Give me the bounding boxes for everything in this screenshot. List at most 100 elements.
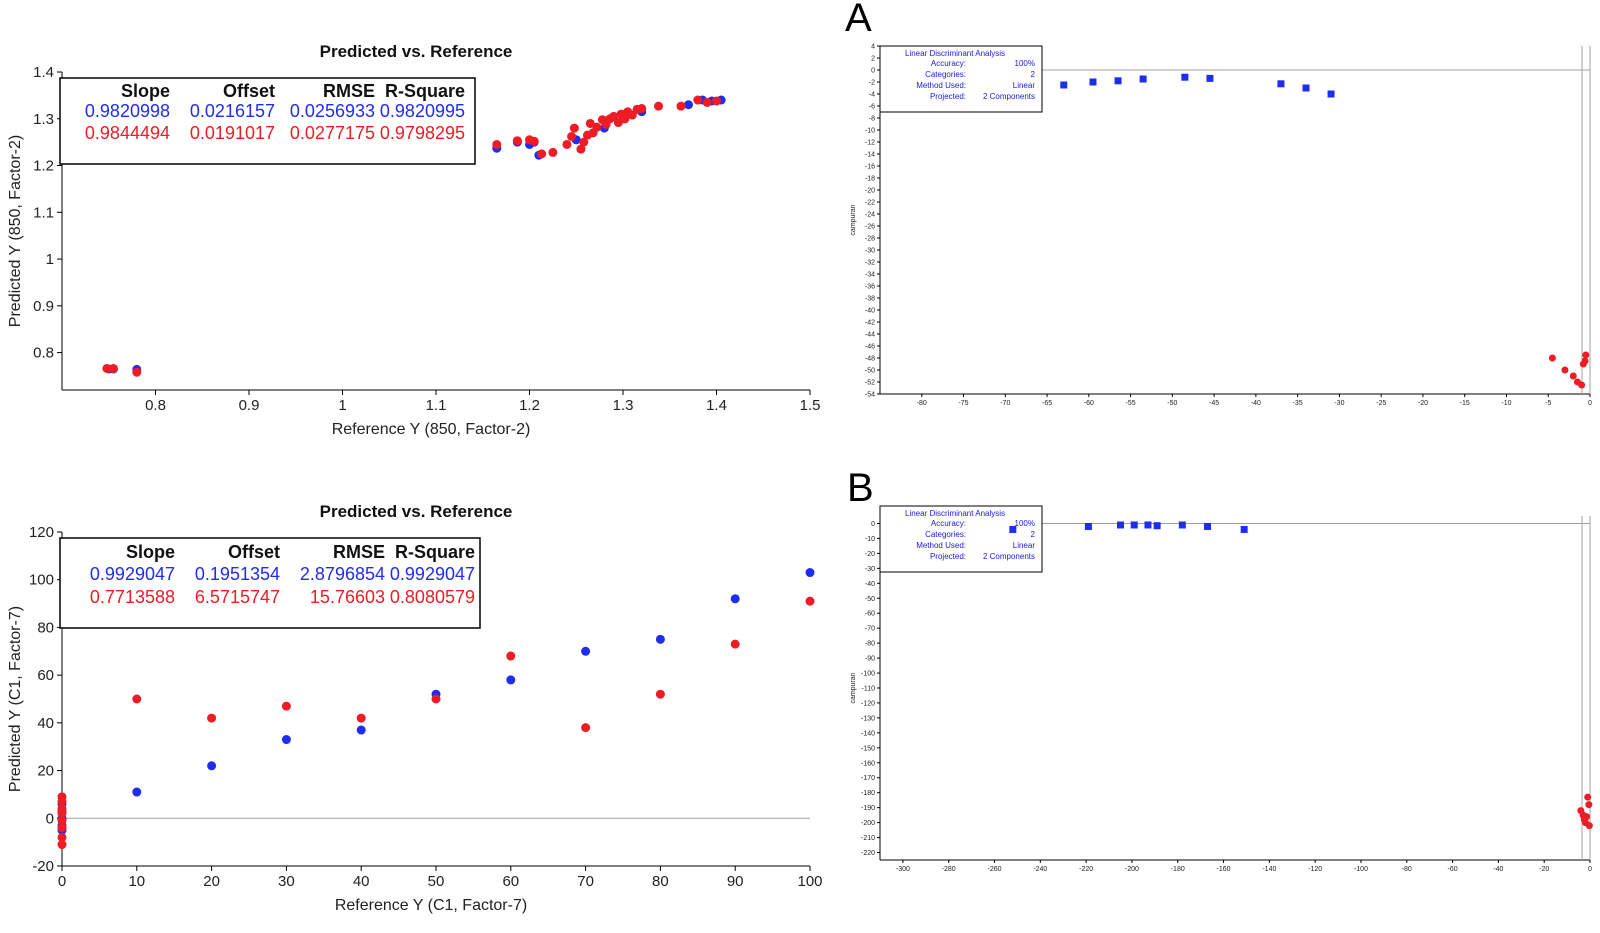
b-red-point — [1585, 801, 1593, 809]
b-lda-legend-key: Projected: — [930, 552, 966, 561]
bl-stats-header: Slope — [126, 542, 175, 562]
tl-x-tick-label: 0.8 — [145, 397, 166, 414]
bl-red-point — [57, 816, 67, 826]
bl-stats-value: 2.8796854 — [300, 564, 385, 584]
tl-x-axis-label: Reference Y (850, Factor-2) — [332, 421, 531, 438]
a-y-tick-label: -36 — [865, 284, 875, 291]
panel-label-b: B — [847, 466, 874, 510]
tl-stats-value: 0.9844494 — [85, 123, 170, 143]
tl-red-point — [529, 136, 539, 146]
tl-red-point — [693, 95, 703, 105]
tl-stats-box — [59, 77, 476, 165]
a-y-tick-label: -8 — [869, 116, 875, 123]
a-x-tick-label: -55 — [1126, 400, 1136, 407]
bl-x-tick-label: 0 — [58, 873, 66, 890]
bl-stats-value: 0.8080579 — [390, 587, 475, 607]
bl-red-point — [431, 694, 441, 704]
b-red-point — [1583, 813, 1591, 821]
bl-y-axis-label: Predicted Y (C1, Factor-7) — [7, 606, 24, 792]
tl-stats-value: 0.9820995 — [380, 101, 465, 121]
tl-stats-value: 0.9820998 — [85, 101, 170, 121]
a-y-tick-label: -52 — [865, 380, 875, 387]
b-y-tick-label: -200 — [861, 820, 875, 827]
tl-x-tick-label: 1.5 — [800, 397, 821, 414]
a-y-tick-label: -10 — [865, 128, 875, 135]
b-y-tick-label: -120 — [861, 700, 875, 707]
a-lda-legend-key: Categories: — [925, 70, 966, 79]
bl-y-tick-label: 40 — [37, 715, 54, 732]
tl-x-tick-label: 1.3 — [613, 397, 634, 414]
tl-red-point — [492, 139, 502, 149]
bl-blue-point — [281, 735, 291, 745]
bl-stats-value: 6.5715747 — [195, 587, 280, 607]
b-x-tick-label: -80 — [1402, 866, 1412, 873]
bl-red-point — [281, 701, 291, 711]
b-x-tick-label: -200 — [1125, 866, 1139, 873]
b-y-tick-label: -180 — [861, 790, 875, 797]
a-y-tick-label: -44 — [865, 332, 875, 339]
b-x-tick-label: -240 — [1033, 866, 1047, 873]
b-y-tick-label: -50 — [865, 596, 875, 603]
bl-x-tick-label: 70 — [577, 873, 594, 890]
bl-stats-value: 0.9929047 — [90, 564, 175, 584]
tl-y-tick-label: 1.3 — [33, 111, 54, 128]
a-y-tick-label: -16 — [865, 164, 875, 171]
bl-y-tick-label: 0 — [46, 810, 54, 827]
tl-red-point — [676, 101, 686, 111]
bl-y-tick-label: 120 — [29, 524, 54, 541]
tl-red-point — [108, 363, 118, 373]
a-y-tick-label: -46 — [865, 344, 875, 351]
a-blue-point — [1302, 84, 1310, 92]
b-y-tick-label: -20 — [865, 551, 875, 558]
b-x-tick-label: -60 — [1448, 866, 1458, 873]
bl-stats-value: 0.7713588 — [90, 587, 175, 607]
tl-red-point — [562, 139, 572, 149]
b-y-tick-label: -110 — [862, 686, 876, 693]
bl-x-tick-label: 90 — [727, 873, 744, 890]
tl-red-point — [512, 136, 522, 146]
b-lda-legend-key: Accuracy: — [931, 519, 966, 528]
tl-stats-header: R-Square — [385, 81, 465, 101]
tl-red-point — [609, 111, 619, 121]
a-x-tick-label: -45 — [1209, 400, 1219, 407]
a-x-tick-label: -5 — [1545, 400, 1551, 407]
bl-chart-title: Predicted vs. Reference — [320, 502, 513, 521]
a-lda-legend-key: Method Used: — [916, 81, 966, 90]
b-blue-point — [1178, 521, 1186, 529]
b-y-tick-label: -220 — [861, 850, 875, 857]
bl-red-point — [57, 840, 67, 850]
tl-y-axis-label: Predicted Y (850, Factor-2) — [7, 135, 24, 327]
b-y-tick-label: -80 — [865, 641, 875, 648]
b-x-tick-label: -180 — [1171, 866, 1185, 873]
tl-red-point — [613, 118, 623, 128]
bl-blue-point — [581, 646, 591, 656]
b-x-tick-label: -40 — [1493, 866, 1503, 873]
a-y-tick-label: -42 — [865, 320, 875, 327]
bl-red-point — [57, 809, 67, 819]
b-x-tick-label: -100 — [1354, 866, 1368, 873]
tl-stats-value: 0.0256933 — [290, 101, 375, 121]
a-y-axis-label: campuran — [850, 204, 857, 235]
bl-blue-point — [356, 725, 366, 735]
tl-red-point — [102, 363, 112, 373]
tl-y-tick-label: 1.4 — [33, 64, 54, 81]
a-y-tick-label: -34 — [865, 272, 875, 279]
a-y-tick-label: -28 — [865, 236, 875, 243]
tl-stats-value: 0.0277175 — [290, 123, 375, 143]
a-y-tick-label: -4 — [869, 92, 875, 99]
bl-blue-point — [805, 568, 815, 578]
a-x-tick-label: -10 — [1501, 400, 1511, 407]
b-y-tick-label: -130 — [861, 715, 875, 722]
tl-red-point — [548, 147, 558, 157]
bl-blue-point — [506, 675, 516, 685]
tl-red-point — [592, 122, 602, 132]
bl-x-tick-label: 20 — [203, 873, 220, 890]
tl-stats-value: 0.0216157 — [190, 101, 275, 121]
b-blue-point — [1009, 525, 1017, 533]
tl-red-point — [654, 101, 664, 111]
bl-x-tick-label: 60 — [502, 873, 519, 890]
b-lda-legend-box — [879, 505, 1043, 573]
tl-stats-value: 0.9798295 — [380, 123, 465, 143]
b-x-tick-label: -260 — [988, 866, 1002, 873]
tl-red-point — [637, 103, 647, 113]
